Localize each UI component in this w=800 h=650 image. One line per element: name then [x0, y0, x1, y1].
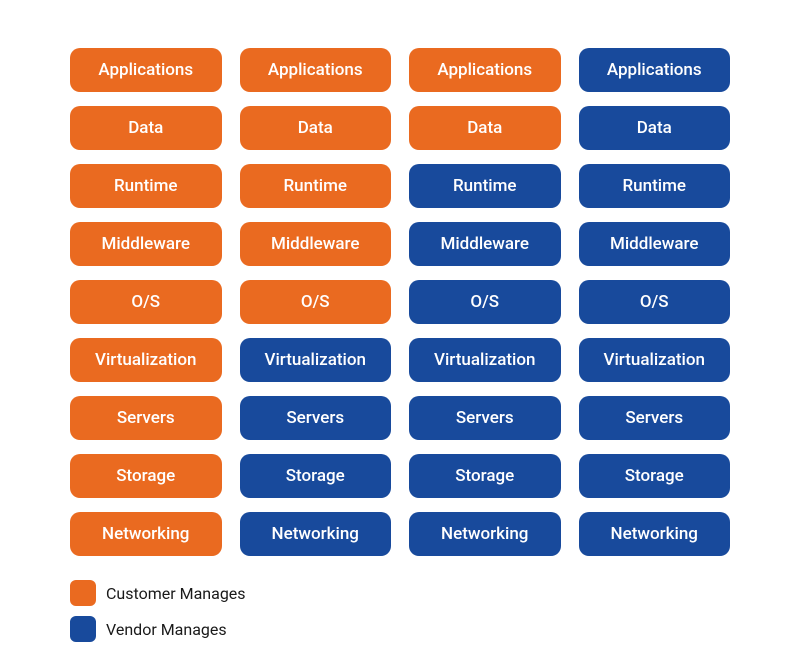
- layer-label: Storage: [455, 466, 514, 486]
- layer-label: Runtime: [283, 176, 347, 196]
- layer-label: O/S: [131, 292, 160, 312]
- layer-cell: Data: [409, 106, 561, 150]
- legend-swatch: [70, 580, 96, 606]
- layer-cell: Networking: [409, 512, 561, 556]
- layer-label: Data: [128, 118, 163, 138]
- layer-label: Virtualization: [434, 350, 536, 370]
- layer-label: Middleware: [440, 234, 529, 254]
- legend-label: Vendor Manages: [106, 620, 227, 639]
- legend-swatch: [70, 616, 96, 642]
- layer-label: Data: [298, 118, 333, 138]
- layer-label: O/S: [301, 292, 330, 312]
- layer-cell: Applications: [70, 48, 222, 92]
- layer-cell: O/S: [409, 280, 561, 324]
- layer-label: Data: [467, 118, 502, 138]
- layer-cell: Servers: [579, 396, 731, 440]
- layer-cell: Middleware: [70, 222, 222, 266]
- layer-cell: Middleware: [579, 222, 731, 266]
- layer-label: Networking: [441, 524, 528, 544]
- layer-cell: Networking: [579, 512, 731, 556]
- layer-cell: Networking: [240, 512, 392, 556]
- layer-label: Servers: [456, 408, 514, 428]
- legend: Customer Manages Vendor Manages: [70, 580, 730, 642]
- layer-cell: Runtime: [240, 164, 392, 208]
- layer-label: Applications: [268, 60, 363, 80]
- layer-label: Virtualization: [95, 350, 197, 370]
- layer-label: Networking: [272, 524, 359, 544]
- legend-row: Vendor Manages: [70, 616, 730, 642]
- layer-label: Networking: [611, 524, 698, 544]
- layer-cell: O/S: [240, 280, 392, 324]
- layer-label: O/S: [470, 292, 499, 312]
- layer-cell: Runtime: [579, 164, 731, 208]
- layer-cell: Virtualization: [579, 338, 731, 382]
- layer-cell: Storage: [70, 454, 222, 498]
- layer-cell: O/S: [579, 280, 731, 324]
- layer-label: Virtualization: [604, 350, 706, 370]
- layer-cell: Servers: [70, 396, 222, 440]
- layer-label: Servers: [286, 408, 344, 428]
- layer-label: Servers: [625, 408, 683, 428]
- layer-label: Runtime: [114, 176, 178, 196]
- layer-cell: Servers: [240, 396, 392, 440]
- layer-cell: Applications: [409, 48, 561, 92]
- layer-cell: Runtime: [70, 164, 222, 208]
- layer-label: Networking: [102, 524, 189, 544]
- layer-cell: Networking: [70, 512, 222, 556]
- layer-label: Middleware: [101, 234, 190, 254]
- layer-cell: Applications: [240, 48, 392, 92]
- layer-label: Servers: [117, 408, 175, 428]
- layer-cell: Runtime: [409, 164, 561, 208]
- layer-cell: O/S: [70, 280, 222, 324]
- layer-cell: Storage: [409, 454, 561, 498]
- layer-label: Storage: [286, 466, 345, 486]
- layer-cell: Data: [70, 106, 222, 150]
- legend-label: Customer Manages: [106, 584, 246, 603]
- layer-label: Storage: [116, 466, 175, 486]
- layer-label: Runtime: [622, 176, 686, 196]
- layer-label: Storage: [625, 466, 684, 486]
- layer-label: Applications: [437, 60, 532, 80]
- layer-cell: Data: [240, 106, 392, 150]
- layer-cell: Virtualization: [70, 338, 222, 382]
- layer-cell: Middleware: [240, 222, 392, 266]
- layer-cell: Applications: [579, 48, 731, 92]
- layer-cell: Storage: [240, 454, 392, 498]
- layer-label: O/S: [640, 292, 669, 312]
- layer-label: Middleware: [610, 234, 699, 254]
- layer-label: Applications: [98, 60, 193, 80]
- layer-cell: Virtualization: [409, 338, 561, 382]
- responsibility-grid: Applications Applications Applications Appl…: [70, 48, 730, 556]
- layer-label: Applications: [607, 60, 702, 80]
- layer-label: Virtualization: [265, 350, 367, 370]
- layer-cell: Data: [579, 106, 731, 150]
- layer-cell: Storage: [579, 454, 731, 498]
- layer-cell: Servers: [409, 396, 561, 440]
- layer-label: Data: [637, 118, 672, 138]
- legend-row: Customer Manages: [70, 580, 730, 606]
- layer-cell: Virtualization: [240, 338, 392, 382]
- layer-label: Runtime: [453, 176, 517, 196]
- layer-cell: Middleware: [409, 222, 561, 266]
- layer-label: Middleware: [271, 234, 360, 254]
